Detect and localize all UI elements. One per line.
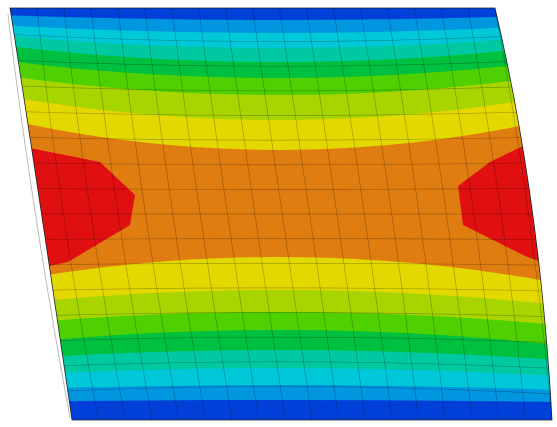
mesh-row-line [10,110,552,116]
mesh-column-line [332,8,393,420]
mesh-column-line [386,8,446,420]
mesh-row-line [10,187,552,190]
mesh-row-line [10,33,552,42]
mesh-column-line [306,8,366,420]
mesh-row-line [10,162,552,166]
mesh-column-line [413,8,473,420]
mesh-column-line [467,8,526,420]
mesh-column-line [359,8,420,420]
mesh-row-line [10,386,552,395]
undeformed-outline [7,13,71,419]
mesh-row-line [10,262,552,266]
mesh-column-line [36,8,100,420]
mesh-column-line [279,8,340,420]
mesh-column-line [252,8,313,420]
mesh-row-line [10,361,552,369]
mesh-row-line [10,59,552,67]
mesh-row-line [10,238,552,241]
panel-outline [9,7,553,421]
mesh-column-line [63,8,126,420]
mesh-row-line [10,84,552,92]
mesh-row-line [10,336,552,344]
mesh-column-line [117,8,180,420]
mesh-column-line [171,8,233,420]
mesh-column-line [198,8,260,420]
mesh-column-line [494,8,552,420]
hot-spot-left [30,148,135,270]
band-blue [10,400,552,420]
mesh-column-line [144,8,206,420]
mesh-row-line [10,287,552,292]
mesh-row-line [10,312,552,318]
mesh-column-line [440,8,500,420]
mesh-row-line [10,136,552,141]
mesh-column-line [225,8,286,420]
mesh-column-line [90,8,153,420]
band-blue [10,8,552,20]
